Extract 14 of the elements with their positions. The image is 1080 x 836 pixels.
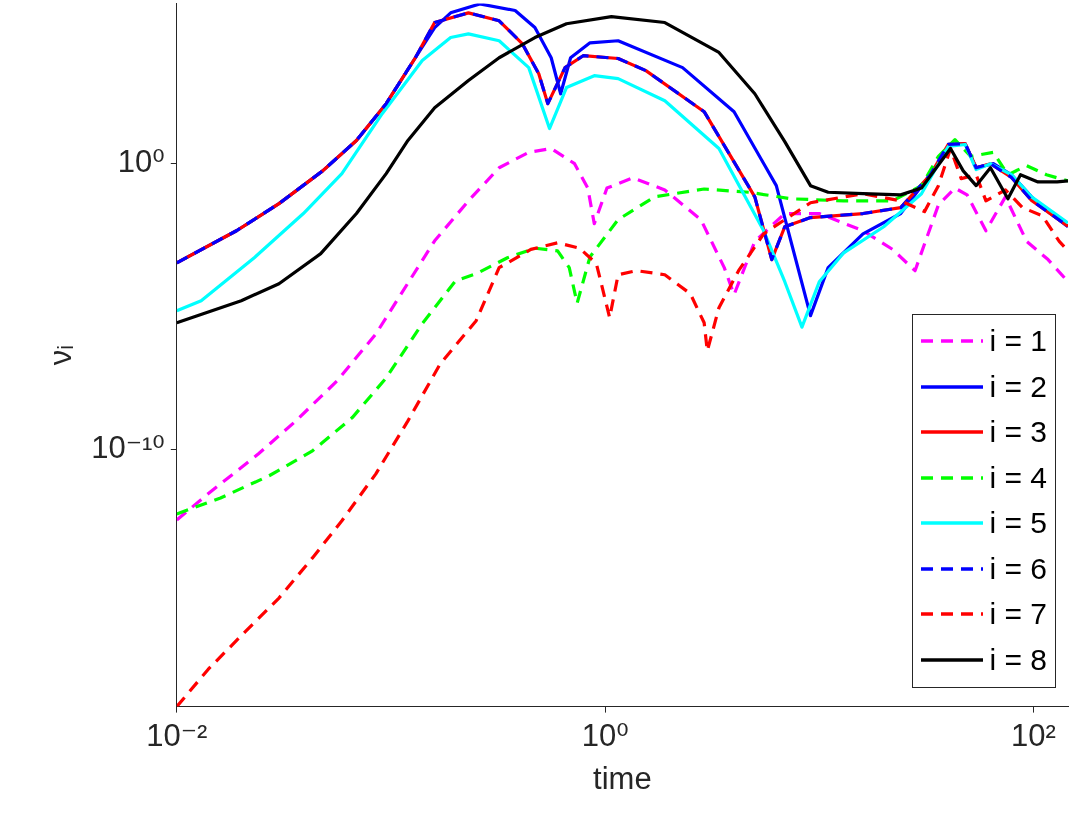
y-axis-title: νᵢ	[43, 344, 79, 366]
legend-label: i = 5	[989, 506, 1047, 541]
x-tick-label: 10⁻²	[146, 717, 208, 753]
legend-label: i = 4	[989, 460, 1047, 495]
legend-label: i = 1	[989, 324, 1047, 359]
legend-label: i = 7	[989, 597, 1047, 632]
legend-label: i = 8	[989, 642, 1047, 677]
y-tick-label: 10⁻¹⁰	[91, 429, 165, 465]
x-axis-title: time	[593, 760, 652, 796]
legend-label: i = 3	[989, 415, 1047, 450]
legend-label: i = 2	[989, 369, 1047, 404]
legend-label: i = 6	[989, 551, 1047, 586]
x-tick-label: 10⁰	[581, 717, 629, 753]
x-tick-label: 10²	[1011, 717, 1056, 753]
